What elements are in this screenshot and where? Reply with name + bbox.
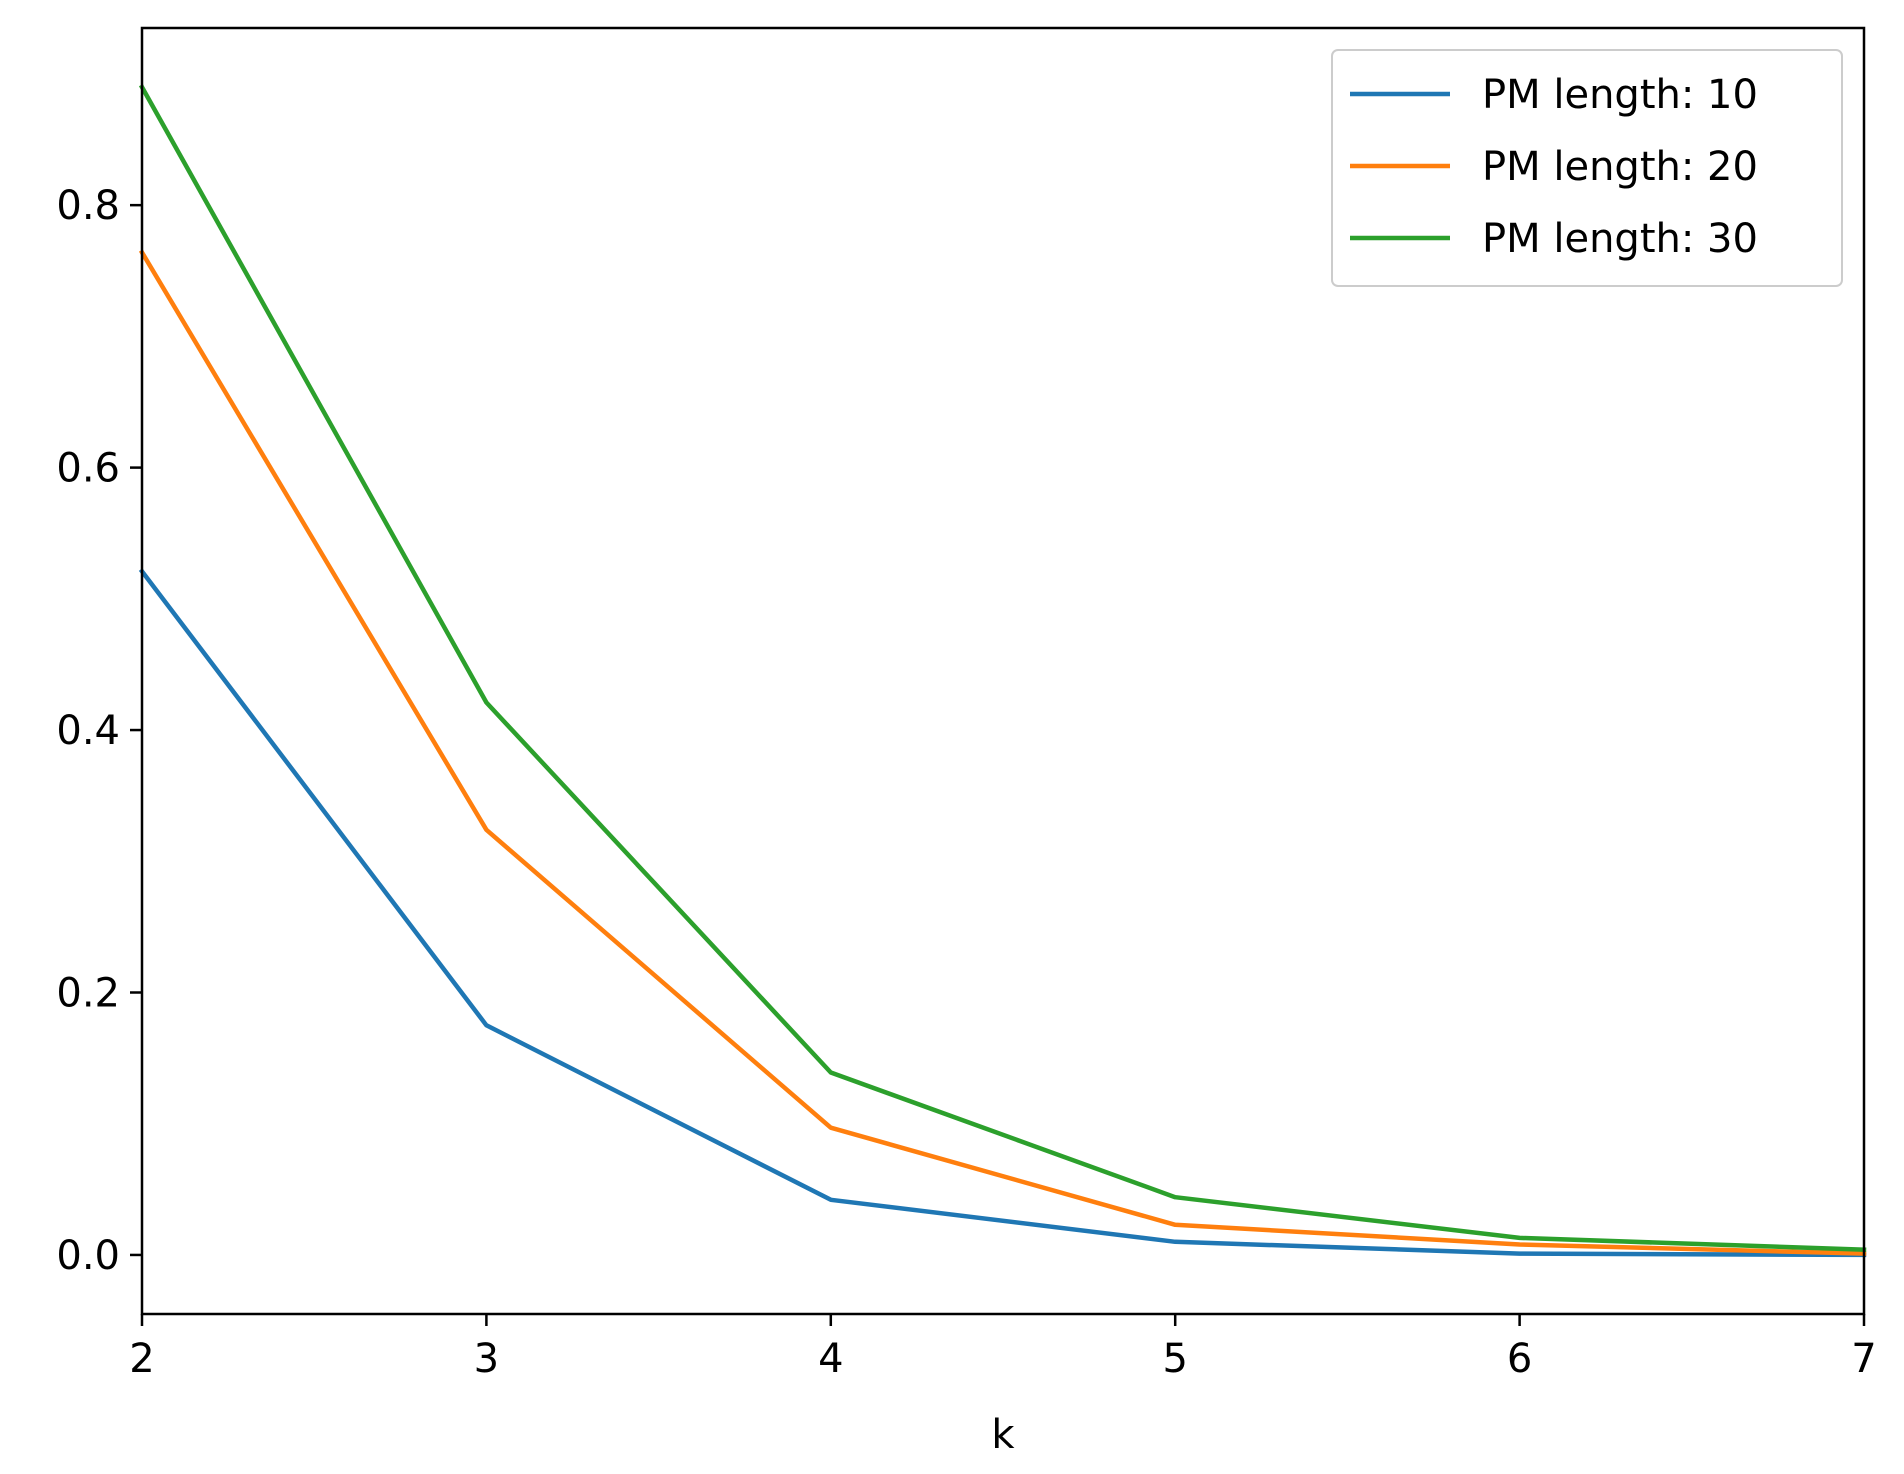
y-tick-label: 0.2	[56, 971, 120, 1017]
y-axis: 0.0 0.2 0.4 0.6 0.8	[56, 183, 142, 1279]
legend-label: PM length: 20	[1482, 144, 1758, 190]
x-tick-label: 5	[1162, 1336, 1187, 1382]
y-tick-label: 0.0	[56, 1233, 120, 1279]
series-line-2	[138, 249, 1867, 1256]
y-tick-label: 0.4	[56, 708, 120, 754]
x-tick-label: 2	[129, 1336, 154, 1382]
y-tick-label: 0.8	[56, 183, 120, 229]
x-tick-label: 4	[818, 1336, 843, 1382]
legend-box	[1331, 49, 1843, 287]
x-tick-label: 6	[1507, 1336, 1532, 1382]
x-tick-label: 7	[1851, 1336, 1876, 1382]
series-layer	[138, 84, 1867, 1258]
legend-label: PM length: 30	[1482, 216, 1758, 262]
legend: PM length: 10 PM length: 20 PM length: 30	[1331, 49, 1843, 287]
x-axis: 2 3 4 5 6 7	[129, 1314, 1877, 1382]
plot-frame	[140, 26, 1866, 1316]
legend-label: PM length: 10	[1482, 72, 1758, 118]
x-tick-label: 3	[474, 1336, 499, 1382]
series-line-3	[138, 84, 1867, 1253]
x-axis-label: k	[991, 1412, 1015, 1458]
series-line-1	[138, 568, 1867, 1258]
y-tick-label: 0.6	[56, 446, 120, 492]
